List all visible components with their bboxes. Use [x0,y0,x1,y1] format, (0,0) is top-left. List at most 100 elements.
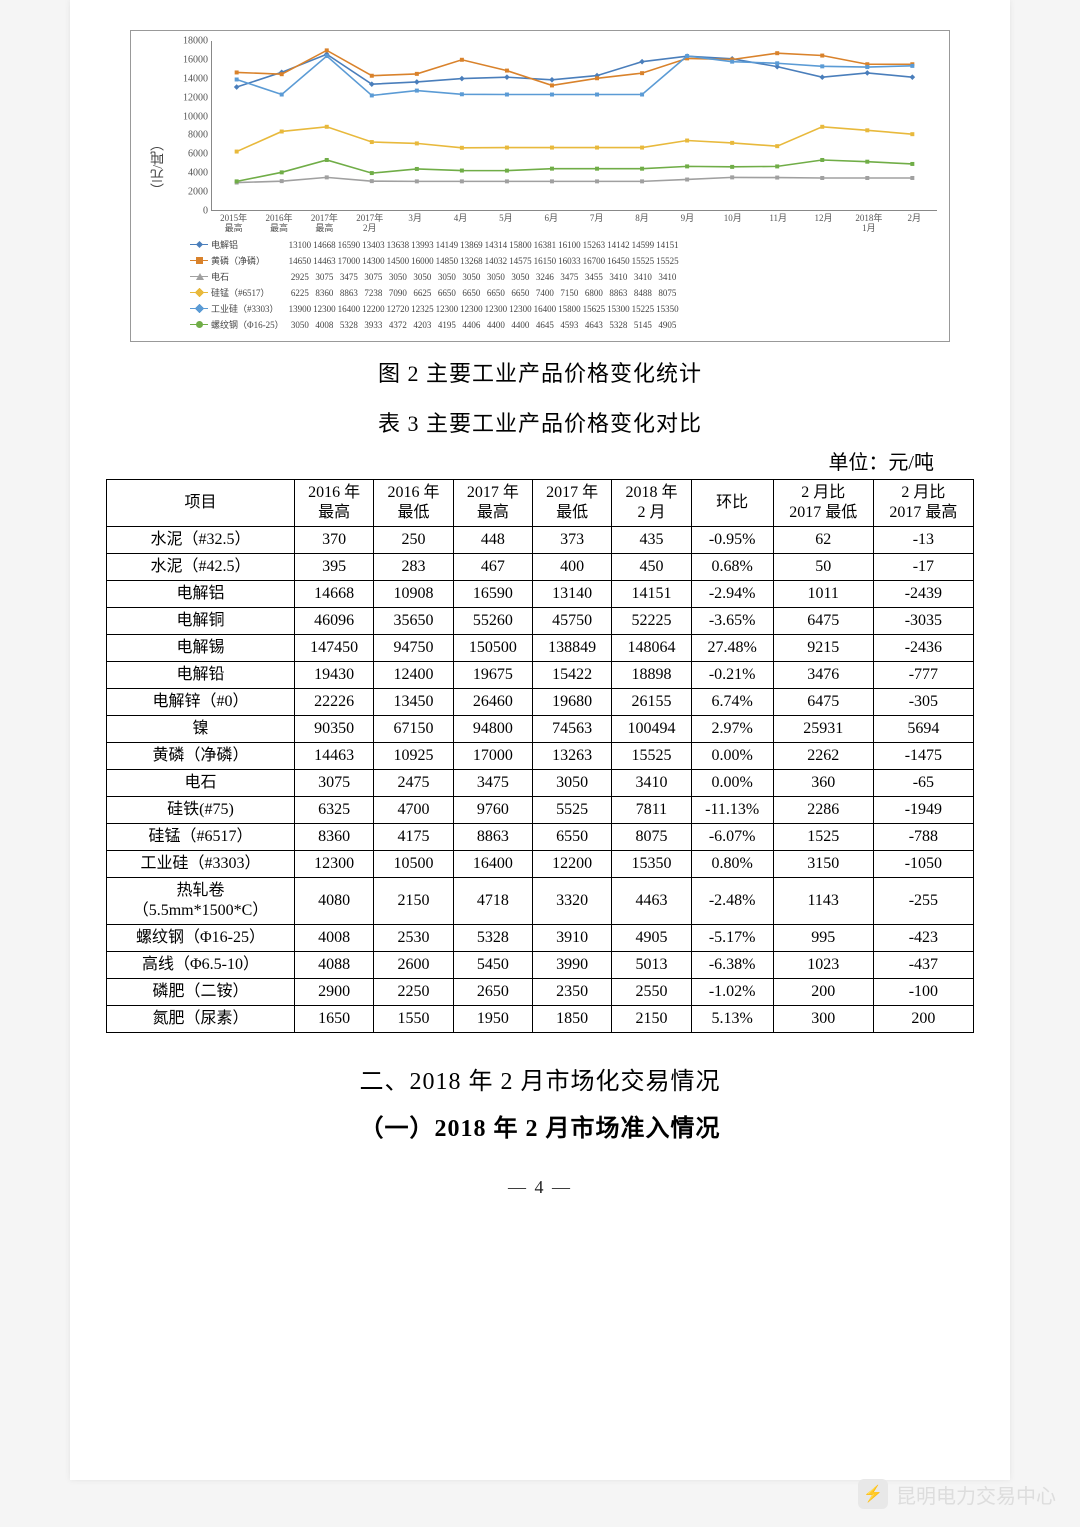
table-row: 热轧卷（5.5mm*1500*C）40802150471833204463-2.… [107,877,974,924]
chart-cell: 14149 [435,237,460,253]
chart-cell: 14300 [361,253,386,269]
table-cell: 15422 [532,661,611,688]
table-cell: -13 [873,526,973,553]
table-cell: 13450 [374,688,453,715]
chart-cell: 4372 [386,317,411,333]
table-header-cell: 2016 年最低 [374,479,453,526]
table-cell: -788 [873,823,973,850]
chart-cell: 7400 [533,285,558,301]
chart-cell: 16381 [533,237,558,253]
chart-cell: 16590 [337,237,362,253]
legend-label: 电石 [211,270,229,283]
table-cell: 138849 [532,634,611,661]
chart-cell: 7090 [386,285,411,301]
table-cell: -17 [873,553,973,580]
table-cell: 4463 [612,877,691,924]
table-cell: 74563 [532,715,611,742]
chart-cell: 14463 [312,253,337,269]
table-name-cell: 磷肥（二铵） [107,978,295,1005]
chart-ytick: 14000 [170,73,208,84]
chart-xtick: 10月 [710,211,755,237]
chart-series-row: 电石29253075347530753050305030503050305030… [189,269,680,285]
chart-cell: 12300 [508,301,533,317]
chart-cell: 4400 [484,317,509,333]
table-cell: 19675 [453,661,532,688]
table-cell: 17000 [453,742,532,769]
table-cell: 435 [612,526,691,553]
chart-cell: 13100 [288,237,313,253]
table-cell: 148064 [612,634,691,661]
chart-cell: 3475 [337,269,362,285]
table-row: 硅锰（#6517）83604175886365508075-6.07%1525-… [107,823,974,850]
chart-xtick: 11月 [756,211,801,237]
table-cell: 3410 [612,769,691,796]
table-name-cell: 电解铅 [107,661,295,688]
legend-marker [190,305,208,312]
table-cell: 1525 [773,823,873,850]
table-name-cell: 水泥（#42.5） [107,553,295,580]
chart-xtick: 12月 [801,211,846,237]
chart-cell: 15525 [631,253,656,269]
table-name-cell: 黄磷（净磷） [107,742,295,769]
table-name-cell: 螺纹钢（Φ16-25） [107,924,295,951]
chart-cell: 12300 [312,301,337,317]
chart-cell: 6650 [484,285,509,301]
chart-cell: 14668 [312,237,337,253]
table-cell: 8360 [295,823,374,850]
chart-cell: 6800 [582,285,607,301]
table-cell: -2439 [873,580,973,607]
table-cell: 10500 [374,850,453,877]
table-cell: 150500 [453,634,532,661]
table-name-cell: 电石 [107,769,295,796]
chart-cell: 15225 [631,301,656,317]
table-cell: 19430 [295,661,374,688]
table-cell: 16590 [453,580,532,607]
chart-cell: 8863 [606,285,631,301]
table-cell: 3990 [532,951,611,978]
table-cell: 35650 [374,607,453,634]
chart-cell: 3050 [386,269,411,285]
table-cell: 0.80% [691,850,773,877]
table-cell: 50 [773,553,873,580]
table-cell: 7811 [612,796,691,823]
table-cell: 1950 [453,1005,532,1032]
chart-ytick: 4000 [170,168,208,179]
chart-xtick: 2017年2月 [347,211,392,237]
document-page: （元/吨） 0200040006000800010000120001400016… [70,0,1010,1480]
table-cell: 10925 [374,742,453,769]
table-name-cell: 硅锰（#6517） [107,823,295,850]
chart-xtick: 8月 [619,211,664,237]
table-row: 电解锌（#0）22226134502646019680261556.74%647… [107,688,974,715]
chart-cell: 3050 [410,269,435,285]
table-cell: 45750 [532,607,611,634]
figure-caption: 图 2 主要工业产品价格变化统计 [106,356,974,388]
chart-cell: 13403 [361,237,386,253]
table-cell: 18898 [612,661,691,688]
table-cell: -437 [873,951,973,978]
chart-cell: 14599 [631,237,656,253]
table-cell: 46096 [295,607,374,634]
table-cell: 55260 [453,607,532,634]
table-name-cell: 电解锌（#0） [107,688,295,715]
table-row: 电石307524753475305034100.00%360-65 [107,769,974,796]
table-header-cell: 2017 年最低 [532,479,611,526]
table-cell: 6325 [295,796,374,823]
chart-series-row: 螺纹钢（Φ16-25）30504008532839334372420341954… [189,317,680,333]
table-cell: 9760 [453,796,532,823]
table-cell: -100 [873,978,973,1005]
table-cell: 5450 [453,951,532,978]
chart-xtick: 6月 [529,211,574,237]
chart-cell: 3410 [631,269,656,285]
watermark-icon: ⚡ [858,1479,888,1509]
table-cell: -11.13% [691,796,773,823]
table-header-cell: 2016 年最高 [295,479,374,526]
table-cell: 3910 [532,924,611,951]
table-cell: 90350 [295,715,374,742]
table-cell: 3320 [532,877,611,924]
table-cell: 1650 [295,1005,374,1032]
chart-cell: 3075 [312,269,337,285]
chart-ytick: 16000 [170,54,208,65]
table-cell: 200 [773,978,873,1005]
legend-label: 螺纹钢（Φ16-25） [211,318,284,331]
chart-ytick: 18000 [170,36,208,47]
